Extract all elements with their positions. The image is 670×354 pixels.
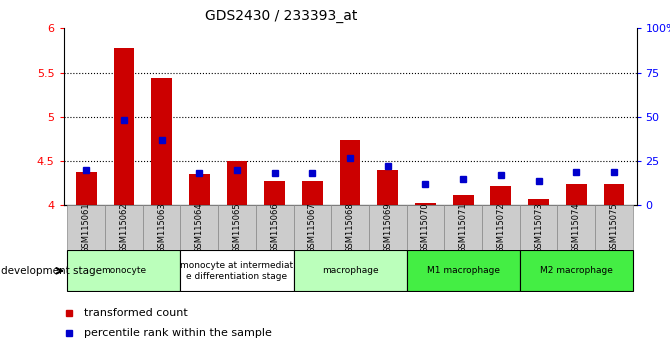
FancyBboxPatch shape <box>68 205 105 250</box>
FancyBboxPatch shape <box>256 205 293 250</box>
Text: GSM115069: GSM115069 <box>383 202 392 253</box>
Bar <box>453 195 474 205</box>
Text: M2 macrophage: M2 macrophage <box>540 266 612 275</box>
Text: GSM115068: GSM115068 <box>346 202 354 253</box>
Text: GSM115072: GSM115072 <box>496 202 505 253</box>
FancyBboxPatch shape <box>331 205 369 250</box>
FancyBboxPatch shape <box>293 205 331 250</box>
Bar <box>604 184 624 205</box>
Text: GSM115061: GSM115061 <box>82 202 90 253</box>
Text: GSM115064: GSM115064 <box>195 202 204 253</box>
Text: GSM115062: GSM115062 <box>119 202 129 253</box>
Text: monocyte: monocyte <box>101 266 147 275</box>
FancyBboxPatch shape <box>369 205 407 250</box>
Bar <box>528 199 549 205</box>
FancyBboxPatch shape <box>180 250 293 291</box>
Bar <box>377 170 398 205</box>
Bar <box>566 184 586 205</box>
FancyBboxPatch shape <box>520 250 632 291</box>
Bar <box>226 161 247 205</box>
Text: M1 macrophage: M1 macrophage <box>427 266 500 275</box>
FancyBboxPatch shape <box>143 205 180 250</box>
Bar <box>189 175 210 205</box>
Text: GSM115066: GSM115066 <box>270 202 279 253</box>
Text: monocyte at intermediat
e differentiation stage: monocyte at intermediat e differentiatio… <box>180 261 293 280</box>
FancyBboxPatch shape <box>105 205 143 250</box>
Text: GSM115063: GSM115063 <box>157 202 166 253</box>
Text: GSM115065: GSM115065 <box>232 202 241 253</box>
Text: development stage: development stage <box>1 266 103 276</box>
Bar <box>151 78 172 205</box>
FancyBboxPatch shape <box>444 205 482 250</box>
FancyBboxPatch shape <box>68 250 180 291</box>
FancyBboxPatch shape <box>557 205 595 250</box>
Bar <box>76 172 96 205</box>
Bar <box>302 181 323 205</box>
FancyBboxPatch shape <box>293 250 407 291</box>
Text: GSM115067: GSM115067 <box>308 202 317 253</box>
FancyBboxPatch shape <box>218 205 256 250</box>
Text: GSM115071: GSM115071 <box>459 202 468 253</box>
Text: macrophage: macrophage <box>322 266 379 275</box>
Bar <box>340 140 360 205</box>
Bar <box>265 181 285 205</box>
Text: GSM115075: GSM115075 <box>610 202 618 253</box>
FancyBboxPatch shape <box>520 205 557 250</box>
FancyBboxPatch shape <box>180 205 218 250</box>
Text: percentile rank within the sample: percentile rank within the sample <box>84 328 272 338</box>
Text: GSM115070: GSM115070 <box>421 202 430 253</box>
Bar <box>415 202 436 205</box>
FancyBboxPatch shape <box>482 205 520 250</box>
Bar <box>490 186 511 205</box>
FancyBboxPatch shape <box>595 205 632 250</box>
Bar <box>114 48 134 205</box>
FancyBboxPatch shape <box>407 205 444 250</box>
Text: transformed count: transformed count <box>84 308 188 318</box>
Text: GSM115074: GSM115074 <box>572 202 581 253</box>
Text: GDS2430 / 233393_at: GDS2430 / 233393_at <box>205 9 358 23</box>
Text: GSM115073: GSM115073 <box>534 202 543 253</box>
FancyBboxPatch shape <box>407 250 520 291</box>
